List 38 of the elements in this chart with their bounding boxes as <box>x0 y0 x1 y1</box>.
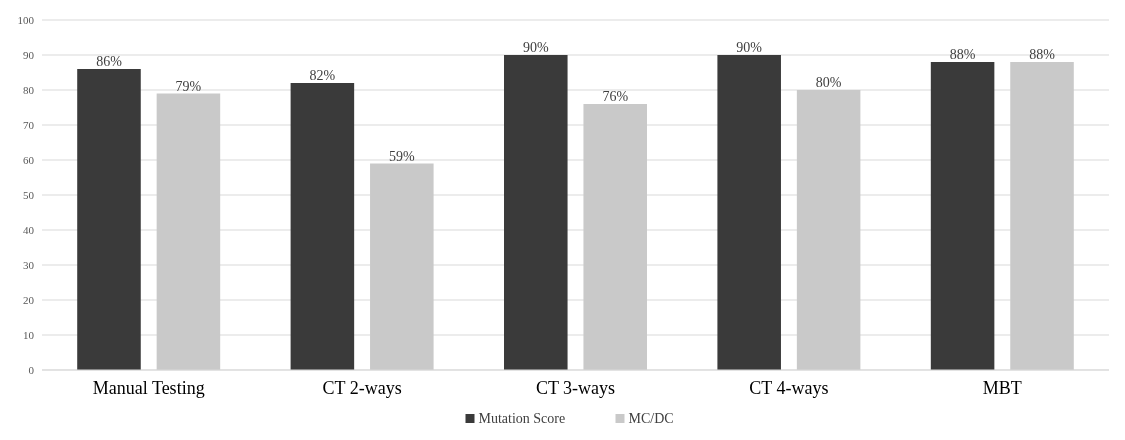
data-label: 59% <box>388 148 415 164</box>
bar <box>796 90 861 370</box>
data-label: 80% <box>815 75 842 90</box>
bar <box>290 83 355 370</box>
data-label: 79% <box>175 78 202 94</box>
y-tick-label: 30 <box>23 258 35 271</box>
x-tick-label: MBT <box>982 378 1022 398</box>
bar <box>583 104 647 370</box>
bar <box>930 62 995 370</box>
y-tick-label: 60 <box>23 153 35 166</box>
legend-label: MC/DC <box>628 411 674 426</box>
x-tick-label: CT 2-ways <box>322 378 402 398</box>
data-label: 88% <box>949 47 976 62</box>
data-label: 90% <box>522 40 549 55</box>
y-tick-label: 80 <box>23 83 35 96</box>
data-label: 76% <box>602 89 629 104</box>
y-tick-label: 10 <box>23 328 35 341</box>
y-tick-label: 90 <box>23 48 35 61</box>
y-tick-label: 40 <box>23 223 35 236</box>
data-label: 88% <box>1029 47 1056 62</box>
data-label: 90% <box>736 40 763 55</box>
legend-label: Mutation Score <box>478 411 566 426</box>
bar <box>717 55 781 370</box>
y-tick-label: 20 <box>23 293 35 306</box>
y-tick-label: 100 <box>17 13 35 26</box>
x-tick-label: Manual Testing <box>92 378 205 398</box>
data-label: 82% <box>309 68 336 83</box>
bar <box>504 55 568 370</box>
bar <box>1010 62 1074 370</box>
y-tick-label: 70 <box>23 118 35 131</box>
x-tick-label: CT 4-ways <box>749 378 829 398</box>
bar <box>370 163 434 370</box>
bar <box>156 93 221 370</box>
y-tick-label: 50 <box>23 188 35 201</box>
bar <box>77 69 141 370</box>
x-tick-label: CT 3-ways <box>535 378 616 398</box>
y-tick-label: 0 <box>28 363 35 376</box>
data-label: 86% <box>96 54 123 69</box>
